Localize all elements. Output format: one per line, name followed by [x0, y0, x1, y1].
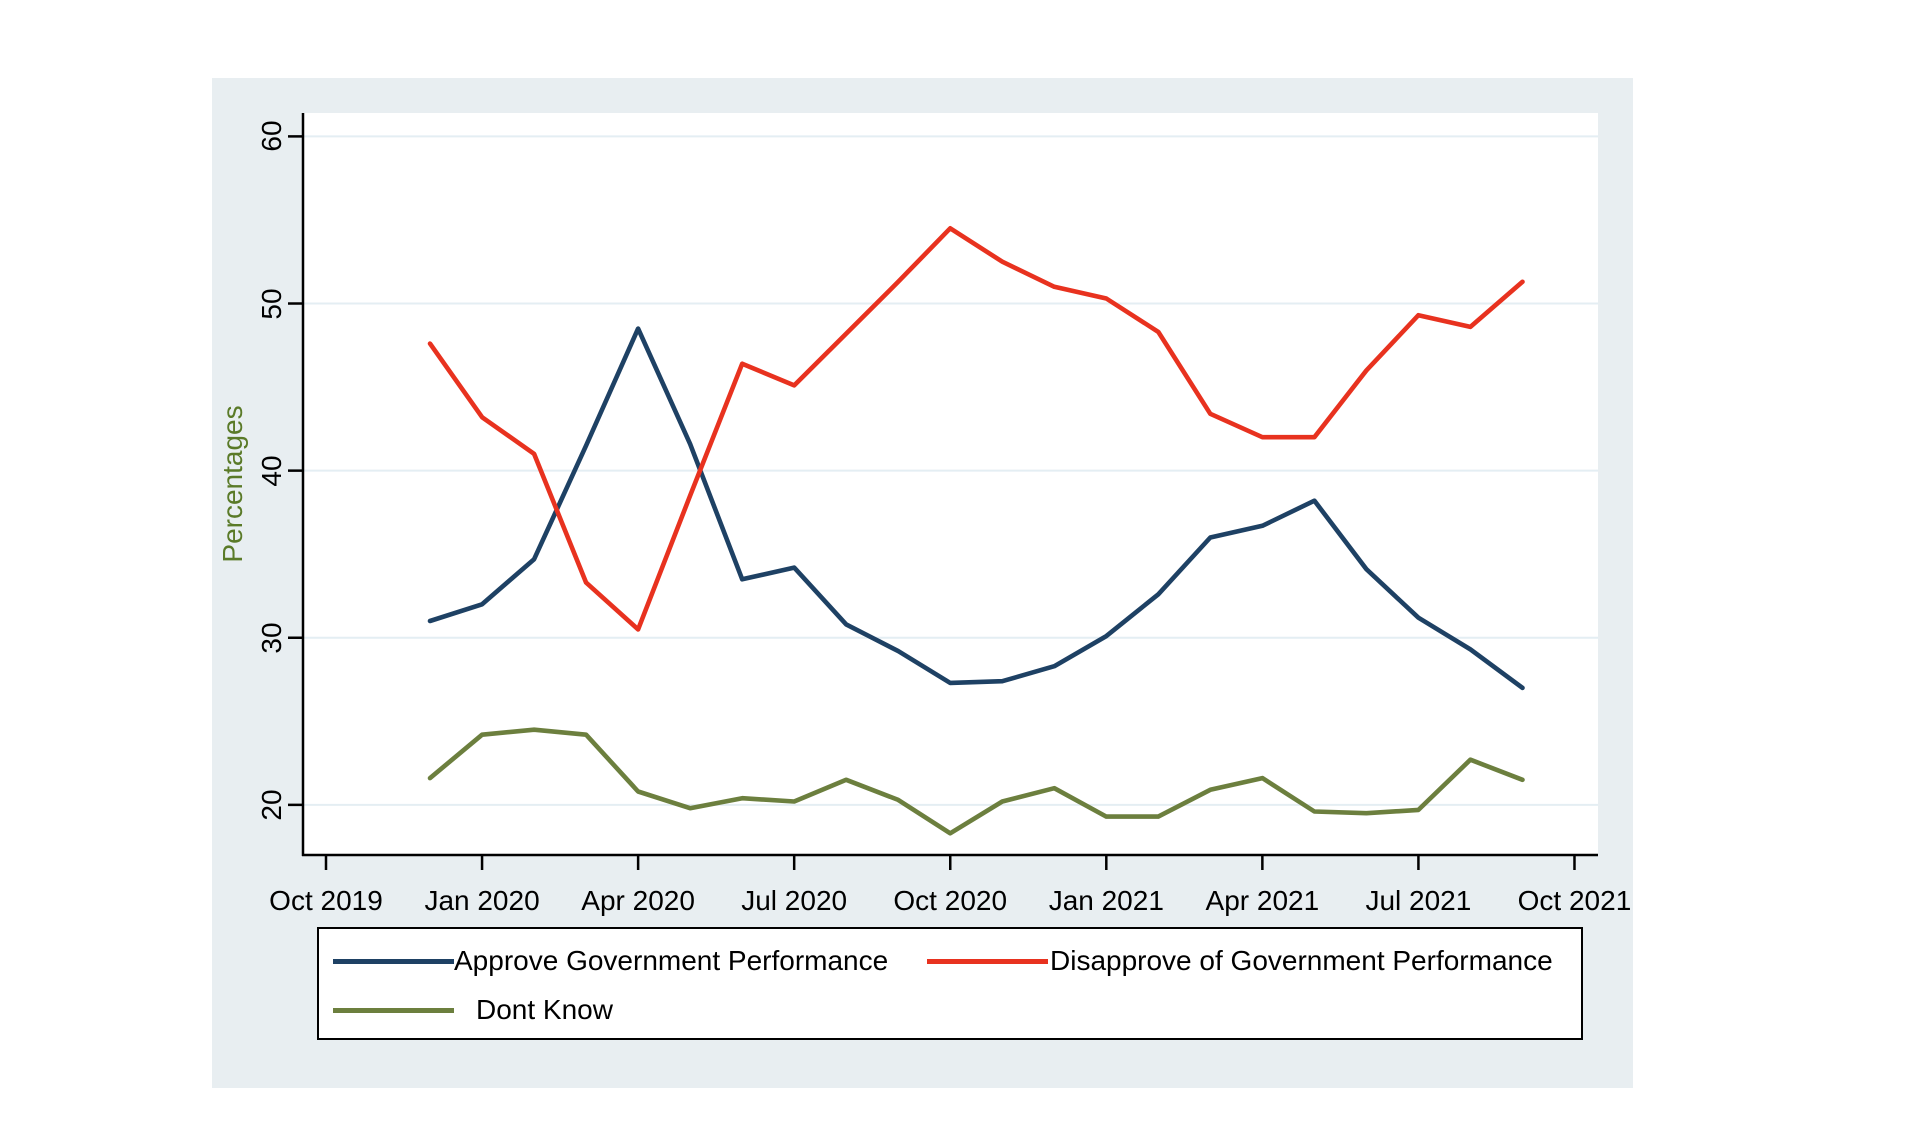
legend-label-approve: Approve Government Performance: [454, 945, 889, 976]
x-tick-label: Oct 2020: [893, 885, 1008, 916]
legend-label-dont-know: Dont Know: [476, 994, 613, 1025]
y-tick-label: 60: [256, 120, 287, 152]
x-tick-label: Oct 2019: [269, 885, 383, 916]
y-tick-label: 50: [256, 287, 287, 320]
y-tick-label: 40: [256, 455, 287, 487]
plot-svg: [288, 113, 1598, 870]
legend-swatch-disapprove: [927, 959, 1048, 964]
chart-figure: Oct 2019 Jan 2020 Apr 2020 Jul 2020 Oct 2020…: [212, 78, 1633, 1088]
x-tick-label: Jan 2020: [424, 885, 540, 916]
legend: Approve Government Performance Disapprov…: [317, 927, 1583, 1040]
legend-swatch-approve: [333, 959, 454, 964]
series-line-dont-know: [427, 727, 1525, 836]
x-tick-label: Apr 2021: [1205, 885, 1320, 916]
y-axis-title: Percentages: [217, 405, 248, 563]
series-line-disapprove-of-government-performance: [427, 226, 1525, 632]
legend-swatch-dont-know: [333, 1008, 454, 1013]
y-tick-label: 20: [256, 789, 287, 821]
x-tick-label: Jan 2021: [1048, 885, 1164, 916]
x-tick-label: Oct 2021: [1517, 885, 1632, 916]
y-tick-label: 30: [256, 622, 287, 654]
plot-area: [303, 113, 1598, 855]
x-tick-label: Apr 2020: [581, 885, 695, 916]
x-tick-label: Jul 2020: [741, 885, 848, 916]
x-tick-label: Jul 2021: [1365, 885, 1472, 916]
legend-label-disapprove: Disapprove of Government Performance: [1050, 945, 1553, 976]
series-line-approve-government-performance: [427, 326, 1525, 691]
